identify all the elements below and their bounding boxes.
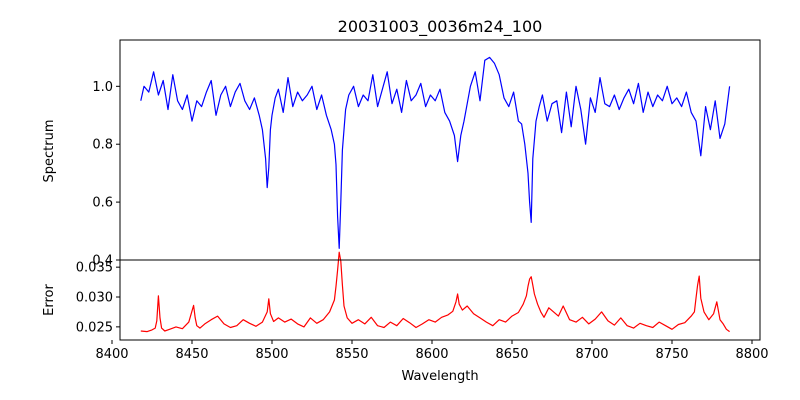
x-tick-label: 8550 — [335, 347, 368, 362]
error-panel: 0.025 0.030 0.035 8400 8450 8500 8550 8600 8650… — [42, 251, 769, 384]
spectrum-y-axis-label: Spectrum — [42, 120, 57, 183]
x-tick-label: 8400 — [95, 347, 128, 362]
y-tick-label: 0.025 — [76, 320, 113, 335]
x-tick-label: 8800 — [735, 347, 768, 362]
y-tick-label: 1.0 — [92, 80, 113, 95]
error-series-line — [140, 251, 730, 333]
y-tick-label: 0.4 — [92, 254, 113, 269]
error-y-axis-label: Error — [42, 284, 57, 316]
x-tick-label: 8450 — [175, 347, 208, 362]
spectrum-series-line — [140, 56, 731, 249]
spectrum-panel: 0.4 0.6 0.8 1.0 Spectrum — [42, 39, 761, 269]
x-tick-label: 8650 — [495, 347, 528, 362]
y-tick-label: 0.6 — [92, 196, 113, 211]
x-tick-label: 8500 — [255, 347, 288, 362]
x-tick-label: 8750 — [655, 347, 688, 362]
x-tick-label: 8600 — [415, 347, 448, 362]
y-tick-label: 0.8 — [92, 138, 113, 153]
chart-title: 20031003_0036m24_100 — [338, 17, 543, 37]
x-tick-label: 8700 — [575, 347, 608, 362]
y-tick-label: 0.035 — [76, 261, 113, 276]
error-plot-frame — [119, 259, 761, 341]
y-tick-label: 0.030 — [76, 291, 113, 306]
x-axis-label: Wavelength — [401, 369, 478, 384]
